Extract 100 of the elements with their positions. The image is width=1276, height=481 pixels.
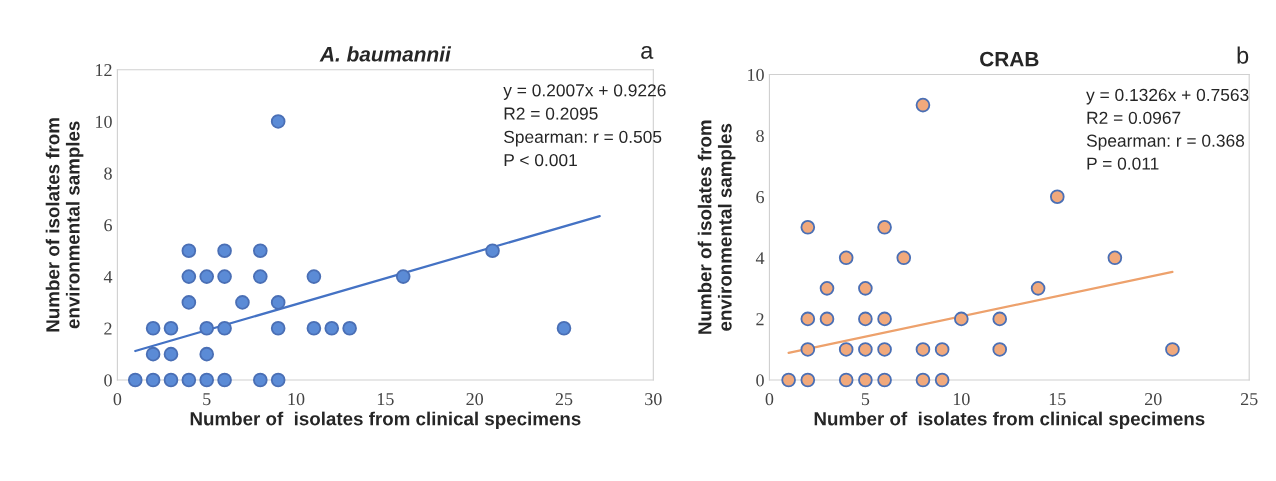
x-tick-label: 20 (466, 393, 484, 406)
point (306, 269, 322, 284)
point (485, 243, 500, 259)
y-tick-label: 6 (756, 191, 765, 204)
point (838, 372, 854, 388)
point (163, 346, 179, 362)
point (877, 342, 892, 357)
point (199, 320, 215, 336)
point (395, 269, 411, 284)
point (217, 269, 232, 284)
point (235, 295, 250, 310)
point (1107, 250, 1123, 266)
point (877, 219, 892, 235)
x-tick-label: 10 (953, 393, 970, 406)
x-tick-label: 25 (555, 393, 573, 406)
point (858, 342, 873, 357)
point (145, 372, 161, 388)
point (181, 243, 197, 259)
point (877, 372, 892, 388)
point (934, 342, 950, 357)
point (838, 250, 854, 266)
x-tick-label: 5 (861, 393, 870, 406)
annotation: Spearman: r = 0.505 (504, 130, 662, 147)
point (217, 243, 232, 259)
y-tick-label: 6 (104, 219, 112, 232)
point (145, 346, 161, 362)
point (800, 342, 816, 357)
point (199, 346, 215, 362)
text: a (641, 45, 654, 59)
point (858, 281, 873, 296)
point (800, 372, 816, 388)
point (800, 219, 816, 235)
point (1049, 189, 1065, 205)
point (163, 320, 179, 336)
annotation: R2 = 0.0967 (1087, 111, 1181, 124)
annotation: Spearman: r = 0.368 (1086, 134, 1245, 151)
x-tick-label: 15 (377, 393, 394, 406)
point (252, 372, 268, 388)
y-tick-label: 2 (104, 322, 112, 335)
x-tick-label: 0 (113, 393, 122, 406)
point (199, 372, 215, 388)
annotation: R2 = 0.2095 (504, 107, 598, 120)
point (324, 320, 340, 336)
x-tick-label: 0 (765, 393, 774, 406)
point (181, 269, 197, 284)
point (270, 114, 286, 129)
y-tick-label: 0 (756, 374, 764, 387)
point (1030, 281, 1046, 296)
y-tick-label: 8 (756, 129, 764, 143)
point (838, 342, 854, 357)
chart-title: CRAB (980, 51, 1039, 67)
point (270, 295, 286, 310)
point (181, 295, 197, 310)
point (915, 97, 931, 113)
point (163, 372, 179, 388)
x-tick-label: 5 (203, 393, 211, 406)
point (877, 311, 892, 327)
point (915, 372, 931, 388)
annotation: y = 0.2007x + 0.9226 (503, 84, 666, 100)
y-tick-label: 4 (103, 270, 113, 283)
y-tick-label: 8 (104, 167, 112, 180)
annotation: y = 0.1326x + 0.7563 (1086, 88, 1249, 105)
point (306, 320, 322, 336)
point (896, 250, 912, 266)
point (800, 311, 816, 327)
point (992, 342, 1008, 357)
chart-title: A. baumannii (319, 46, 452, 62)
x-tick-label: 25 (1240, 393, 1258, 406)
x-tick-label: 15 (1049, 393, 1066, 406)
y-tick-label: 0 (104, 374, 112, 387)
point (915, 342, 931, 357)
annotation: P < 0.001 (504, 153, 577, 167)
y-tick-label: 4 (755, 252, 765, 265)
point (1165, 342, 1180, 357)
point (270, 320, 286, 336)
point (217, 372, 232, 388)
y-tick-label: 12 (96, 64, 112, 77)
point (858, 311, 873, 327)
point (342, 320, 357, 336)
point (858, 372, 873, 388)
point (954, 311, 969, 327)
point (781, 372, 796, 388)
point (181, 372, 197, 388)
annotation: P = 0.011 (1087, 157, 1159, 170)
x-tick-label: 10 (288, 393, 305, 406)
y-tick-label: 10 (96, 115, 112, 128)
point (199, 269, 215, 284)
point (819, 281, 835, 296)
point (127, 372, 143, 388)
point (252, 243, 268, 259)
y-tick-label: 10 (748, 68, 764, 81)
point (252, 269, 268, 284)
point (270, 372, 286, 388)
point (819, 311, 835, 327)
x-tick-label: 20 (1145, 393, 1162, 406)
x-axis-title: Number of isolates from clinical specimens (190, 411, 581, 430)
y-axis-title: Number of isolates from environmental samples (45, 118, 84, 332)
text: b (1237, 46, 1249, 64)
point (992, 311, 1008, 327)
point (934, 372, 950, 388)
